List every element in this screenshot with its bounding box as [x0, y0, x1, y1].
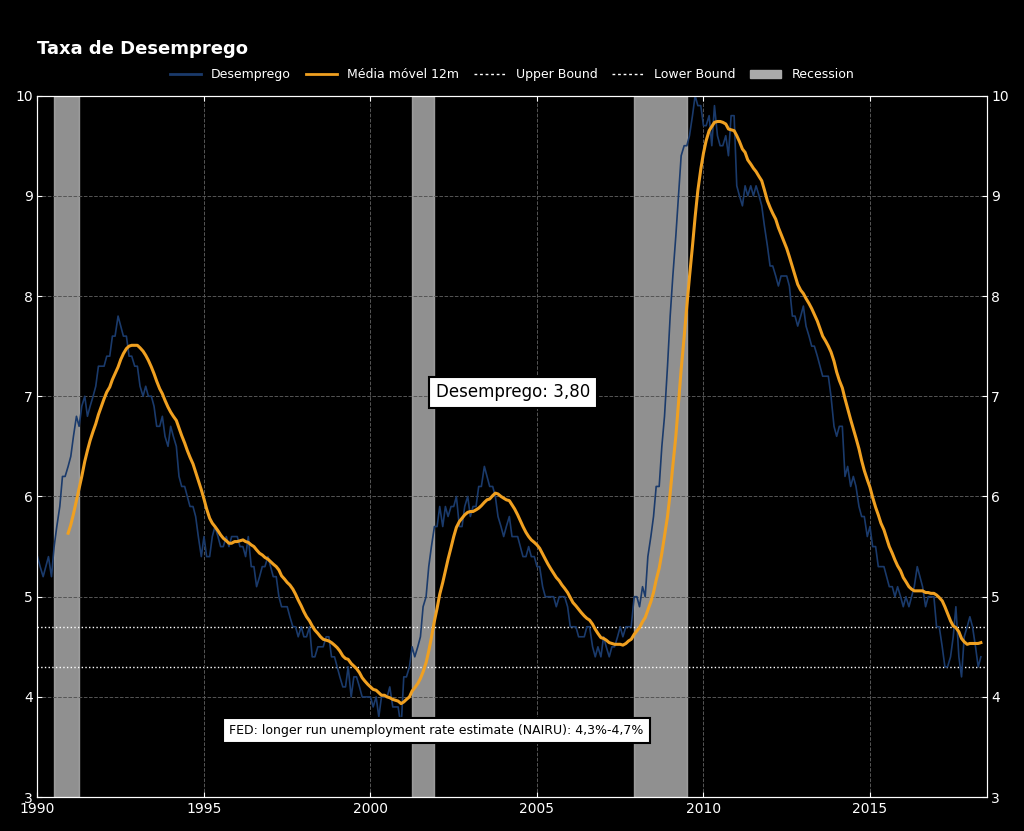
- Desemprego: [845, 481, 857, 491]
- Desemprego: [245, 562, 257, 572]
- Média móvel 12m: [87, 426, 99, 436]
- Média móvel 12m: [165, 407, 177, 417]
- Legend: Desemprego, Média móvel 12m, Upper Bound, Lower Bound, Recession: Desemprego, Média móvel 12m, Upper Bound…: [165, 63, 859, 86]
- Média móvel 12m: [636, 617, 648, 627]
- Bar: [54, 96, 79, 797]
- Média móvel 12m: [714, 116, 726, 126]
- Desemprego: [459, 502, 471, 512]
- Média móvel 12m: [62, 529, 75, 538]
- Média móvel 12m: [866, 492, 879, 502]
- Média móvel 12m: [134, 343, 146, 353]
- Média móvel 12m: [395, 699, 408, 709]
- Line: Desemprego: Desemprego: [38, 96, 981, 727]
- Text: Taxa de Desemprego: Taxa de Desemprego: [38, 40, 249, 58]
- Text: Desemprego: 3,80: Desemprego: 3,80: [436, 383, 590, 401]
- Desemprego: [118, 331, 130, 341]
- Média móvel 12m: [975, 637, 987, 647]
- Desemprego: [32, 552, 44, 562]
- Bar: [634, 96, 687, 797]
- Bar: [412, 96, 434, 797]
- Desemprego: [84, 401, 96, 411]
- Text: FED: longer run unemployment rate estimate (NAIRU): 4,3%-4,7%: FED: longer run unemployment rate estima…: [229, 724, 643, 737]
- Desemprego: [866, 542, 879, 552]
- Desemprego: [975, 652, 987, 661]
- Desemprego: [689, 91, 701, 101]
- Line: Média móvel 12m: Média móvel 12m: [69, 121, 981, 704]
- Média móvel 12m: [947, 621, 959, 631]
- Desemprego: [395, 722, 408, 732]
